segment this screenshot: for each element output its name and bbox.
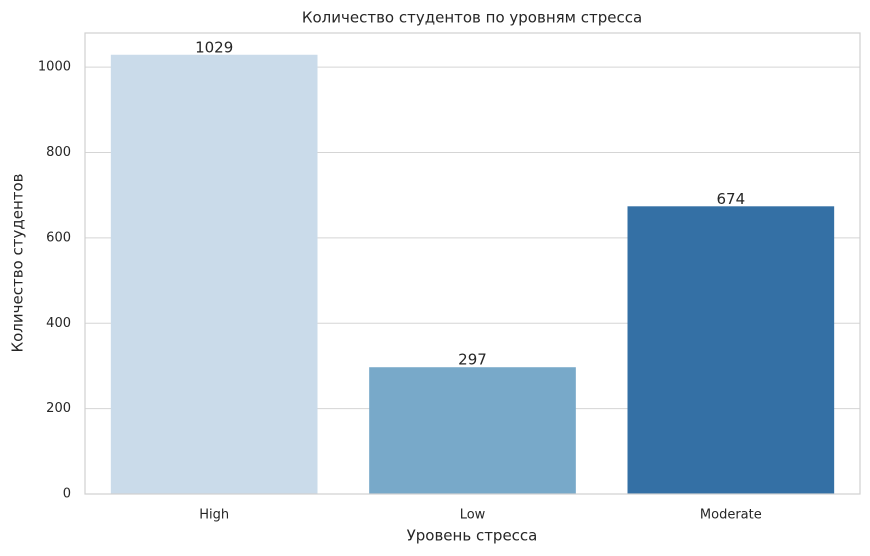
- y-tick-label: 800: [46, 145, 71, 160]
- y-axis-label: Количество студентов: [9, 173, 27, 352]
- bar: [369, 367, 576, 494]
- bar: [110, 54, 318, 495]
- y-tick-label: 1000: [38, 60, 71, 75]
- value-label: 297: [458, 351, 487, 369]
- plot-frame: [84, 32, 861, 495]
- x-tick-label: Low: [460, 508, 486, 523]
- y-tick-label: 200: [46, 401, 71, 416]
- value-label: 674: [717, 190, 746, 208]
- x-tick-label: High: [199, 508, 229, 523]
- y-tick-label: 600: [46, 230, 71, 245]
- bar: [627, 206, 835, 494]
- value-label: 1029: [195, 38, 233, 56]
- y-tick-label: 0: [63, 487, 71, 502]
- chart-title: Количество студентов по уровням стресса: [302, 9, 642, 27]
- x-tick-label: Moderate: [700, 508, 762, 523]
- y-tick-label: 400: [46, 316, 71, 331]
- x-axis-label: Уровень стресса: [407, 527, 538, 545]
